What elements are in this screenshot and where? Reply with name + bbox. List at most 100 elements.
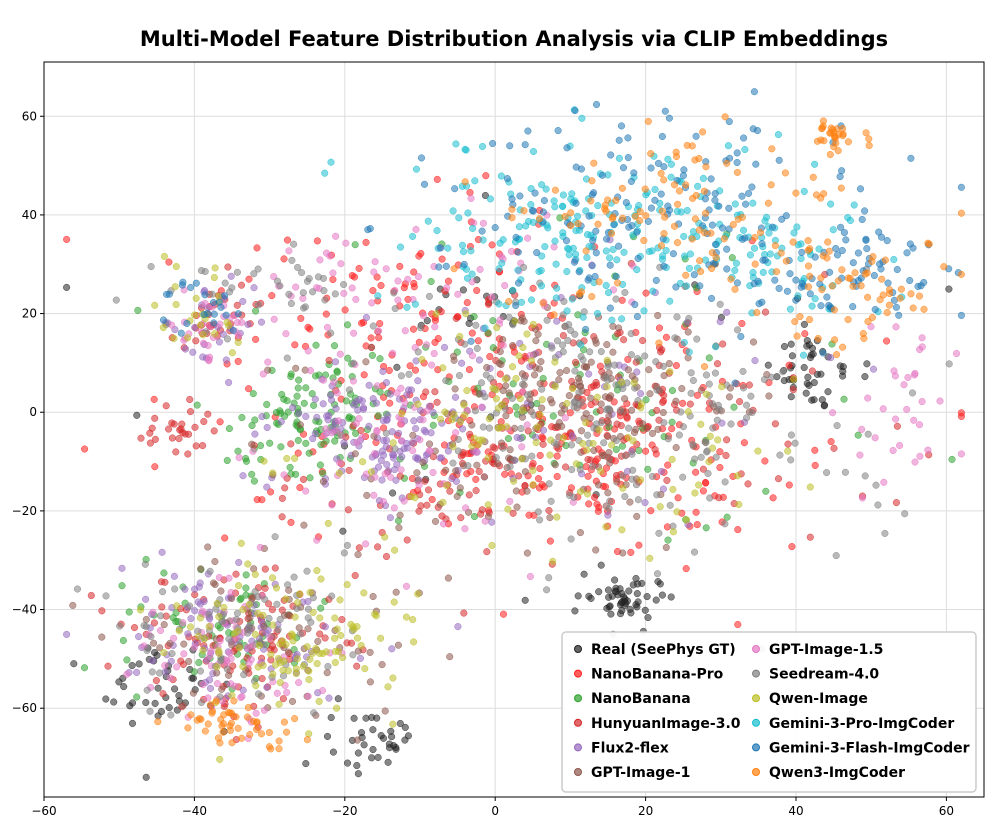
scatter-point xyxy=(313,567,321,575)
scatter-point xyxy=(677,408,685,416)
scatter-point xyxy=(330,378,338,386)
scatter-point xyxy=(707,175,715,183)
scatter-point xyxy=(940,263,948,271)
scatter-point xyxy=(267,488,275,496)
scatter-point xyxy=(691,215,699,223)
scatter-point xyxy=(811,446,819,454)
scatter-point xyxy=(893,265,901,274)
scatter-point xyxy=(733,158,741,167)
scatter-point xyxy=(660,419,668,427)
scatter-point xyxy=(208,709,216,717)
scatter-point xyxy=(216,320,224,328)
scatter-point xyxy=(409,325,418,333)
scatter-point xyxy=(885,289,894,298)
scatter-point xyxy=(186,602,194,610)
scatter-point xyxy=(169,614,177,622)
scatter-point xyxy=(704,469,712,478)
scatter-point xyxy=(635,202,643,210)
scatter-point xyxy=(483,548,491,556)
scatter-point xyxy=(170,572,178,580)
scatter-point xyxy=(553,422,561,430)
scatter-point xyxy=(392,588,400,596)
scatter-point xyxy=(509,341,517,350)
scatter-point xyxy=(394,296,402,304)
scatter-point xyxy=(872,481,880,489)
scatter-point xyxy=(299,289,307,297)
scatter-point xyxy=(333,704,341,712)
scatter-point xyxy=(568,190,576,198)
scatter-point xyxy=(473,286,481,295)
x-tick-label: 60 xyxy=(939,804,954,818)
scatter-point xyxy=(410,417,418,425)
scatter-point xyxy=(184,334,192,342)
scatter-point xyxy=(605,455,614,463)
scatter-point xyxy=(254,663,262,671)
scatter-point xyxy=(218,722,226,730)
scatter-point xyxy=(206,567,214,575)
scatter-point xyxy=(744,480,752,488)
scatter-point xyxy=(234,447,242,455)
scatter-point xyxy=(667,173,675,181)
scatter-point xyxy=(600,439,608,447)
scatter-point xyxy=(234,338,242,346)
scatter-point xyxy=(467,247,475,255)
scatter-point xyxy=(862,236,870,244)
scatter-point xyxy=(170,420,178,428)
scatter-point xyxy=(683,206,691,215)
scatter-point xyxy=(200,417,208,426)
scatter-point xyxy=(358,319,366,327)
scatter-point xyxy=(246,731,254,739)
scatter-point xyxy=(723,308,731,316)
scatter-point xyxy=(594,202,602,210)
scatter-point xyxy=(784,440,792,448)
scatter-point xyxy=(313,237,321,245)
scatter-point xyxy=(659,252,667,260)
scatter-point xyxy=(587,594,595,602)
scatter-point xyxy=(724,142,732,150)
scatter-point xyxy=(667,593,675,601)
scatter-point xyxy=(383,461,391,469)
scatter-point xyxy=(395,524,403,532)
scatter-point xyxy=(703,448,711,456)
scatter-point xyxy=(454,623,462,631)
scatter-point xyxy=(559,434,568,442)
scatter-point xyxy=(512,233,520,241)
scatter-point xyxy=(159,588,167,596)
scatter-point xyxy=(151,301,159,309)
scatter-point xyxy=(292,669,300,678)
scatter-point xyxy=(353,662,361,670)
scatter-point xyxy=(619,472,627,480)
scatter-point xyxy=(287,440,295,448)
scatter-point xyxy=(331,358,340,366)
scatter-point xyxy=(818,286,826,294)
scatter-point xyxy=(235,558,243,567)
scatter-point xyxy=(142,623,150,631)
scatter-point xyxy=(711,240,720,248)
scatter-point xyxy=(508,205,516,213)
scatter-point xyxy=(708,400,717,408)
scatter-point xyxy=(761,308,770,316)
scatter-point xyxy=(223,335,232,343)
scatter-point xyxy=(734,215,742,223)
scatter-point xyxy=(275,745,283,753)
scatter-point xyxy=(588,292,596,301)
scatter-point xyxy=(499,341,507,349)
scatter-point xyxy=(200,311,208,319)
scatter-point xyxy=(280,395,288,403)
scatter-point xyxy=(576,466,584,474)
scatter-point xyxy=(214,734,223,742)
scatter-point xyxy=(754,447,762,455)
scatter-point xyxy=(154,718,162,726)
scatter-point xyxy=(814,334,822,343)
scatter-point xyxy=(580,570,588,578)
scatter-point xyxy=(758,240,766,248)
scatter-point xyxy=(904,373,912,382)
scatter-point xyxy=(367,468,375,476)
scatter-point xyxy=(116,622,124,630)
scatter-point xyxy=(244,560,252,568)
scatter-point xyxy=(586,348,594,356)
scatter-point xyxy=(592,420,600,428)
scatter-point xyxy=(908,389,917,397)
scatter-point xyxy=(479,219,487,227)
